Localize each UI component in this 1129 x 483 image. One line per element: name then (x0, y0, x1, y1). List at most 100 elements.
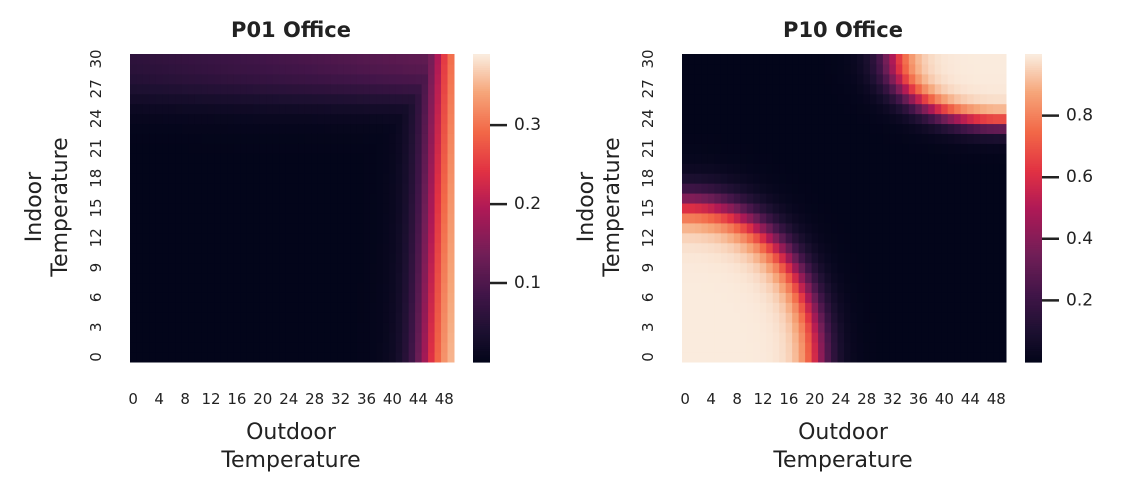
heatmap-cell (292, 93, 299, 105)
heatmap-cell (168, 83, 176, 95)
heatmap-cell (311, 222, 319, 234)
heatmap-cell (214, 342, 222, 353)
heatmap-cell (954, 93, 962, 105)
heatmap-cell (986, 262, 994, 274)
heatmap-cell (175, 212, 183, 224)
heatmap-cell (266, 113, 274, 125)
colorbar-segment (1025, 204, 1042, 207)
heatmap-cell (779, 163, 787, 174)
colorbar-segment (1025, 354, 1042, 357)
heatmap-cell (688, 193, 696, 204)
heatmap-cell (954, 83, 962, 95)
heatmap-cell (986, 252, 994, 264)
heatmap-cell (142, 262, 150, 274)
x-tick-label: 28 (857, 390, 876, 408)
heatmap-cell (337, 332, 345, 343)
heatmap-cell (999, 292, 1007, 303)
heatmap-cell (740, 113, 748, 125)
y-tick-label: 18 (87, 169, 105, 188)
heatmap-cell (824, 183, 832, 194)
heatmap-cell (130, 103, 137, 115)
heatmap-cell (766, 232, 774, 244)
colorbar-segment (473, 67, 490, 70)
heatmap-cell (850, 352, 858, 363)
heatmap-cell (207, 252, 215, 264)
heatmap-cell (694, 143, 702, 154)
heatmap-cell (130, 332, 137, 343)
heatmap-cell (227, 272, 235, 284)
colorbar-segment (473, 127, 490, 130)
heatmap-cell (818, 153, 826, 164)
heatmap-cell (434, 103, 442, 115)
heatmap-cell (759, 292, 767, 303)
heatmap-cell (214, 163, 222, 174)
heatmap-cell (844, 232, 851, 244)
heatmap-cell (415, 73, 423, 85)
heatmap-cell (967, 93, 975, 105)
heatmap-cell (688, 153, 696, 164)
heatmap-cell (967, 352, 975, 363)
heatmap-cell (759, 83, 767, 95)
heatmap-cell (701, 222, 709, 234)
heatmap-cell (382, 193, 390, 204)
heatmap-cell (149, 212, 157, 224)
heatmap-cell (421, 153, 429, 164)
y-tick-label: 0 (87, 352, 105, 362)
heatmap-cell (805, 222, 813, 234)
heatmap-cell (337, 342, 345, 353)
heatmap-cell (928, 153, 936, 164)
heatmap-cell (317, 212, 325, 224)
heatmap-cell (876, 163, 884, 174)
colorbar-segment (1025, 80, 1042, 84)
heatmap-cell (934, 63, 942, 75)
heatmap-cell (928, 352, 936, 363)
heatmap-cell (142, 292, 150, 303)
heatmap-cell (701, 342, 709, 353)
heatmap-cell (201, 93, 209, 105)
heatmap-cell (188, 193, 196, 204)
heatmap-cell (818, 272, 826, 284)
heatmap-cell (837, 352, 845, 363)
heatmap-cell (389, 282, 397, 293)
heatmap-cell (688, 232, 696, 244)
heatmap-cell (356, 302, 364, 313)
heatmap-cell (701, 302, 709, 313)
heatmap-cell (694, 63, 702, 75)
heatmap-cell (168, 93, 176, 105)
heatmap-cell (947, 242, 955, 254)
heatmap-cell (279, 193, 287, 204)
y-axis-label-line1: Indoor (22, 171, 47, 242)
heatmap-cell (694, 302, 702, 313)
heatmap-cell (740, 302, 748, 313)
heatmap-cell (311, 133, 319, 144)
heatmap-cell (136, 73, 144, 85)
colorbar-segment (473, 219, 490, 223)
heatmap-cell (168, 113, 176, 125)
heatmap-cell (856, 183, 864, 194)
heatmap-cell (246, 282, 254, 293)
heatmap-cell (876, 332, 884, 343)
heatmap-cell (415, 93, 423, 105)
heatmap-cell (343, 322, 351, 333)
heatmap-cell (740, 232, 748, 244)
colorbar-segment (1025, 100, 1042, 103)
heatmap-cell (421, 113, 429, 125)
heatmap-cell (921, 113, 929, 125)
heatmap-cell (201, 203, 209, 214)
heatmap-cell (441, 302, 449, 313)
heatmap-cell (162, 133, 170, 144)
heatmap-cell (902, 242, 910, 254)
heatmap-cell (772, 332, 780, 343)
heatmap-cell (155, 292, 163, 303)
heatmap-cell (304, 352, 312, 363)
heatmap-cell (382, 183, 390, 194)
heatmap-cell (233, 54, 241, 65)
heatmap-cell (304, 73, 312, 85)
heatmap-cell (292, 73, 299, 85)
x-axis-label-line1: Outdoor (246, 420, 337, 445)
heatmap-cell (350, 222, 358, 234)
colorbar-segment (473, 54, 490, 57)
heatmap-cell (960, 113, 968, 125)
heatmap-cell (285, 312, 293, 323)
colorbar-segment (1025, 179, 1042, 182)
